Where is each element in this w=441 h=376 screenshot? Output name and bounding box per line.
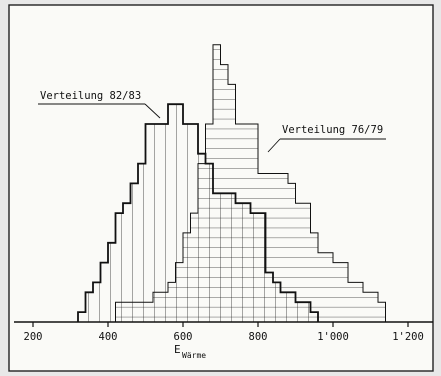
bar-82-83-420 — [115, 213, 123, 322]
series-82-83-bars — [78, 104, 318, 322]
bar-82-83-820 — [265, 272, 273, 322]
bar-76-79-920 — [303, 203, 311, 322]
bar-82-83-600 — [183, 124, 191, 322]
bar-76-79-940 — [310, 232, 318, 322]
bar-82-83-480 — [138, 163, 146, 322]
bar-82-83-320 — [78, 312, 86, 322]
x-tick-label-600: 600 — [174, 331, 193, 343]
bar-82-83-920 — [303, 302, 311, 322]
bar-82-83-860 — [280, 292, 288, 322]
bar-82-83-780 — [250, 213, 258, 322]
x-tick-label-1000: 1'000 — [317, 331, 349, 343]
x-tick-label-200: 200 — [24, 331, 43, 343]
x-tick-label-800: 800 — [249, 331, 268, 343]
bar-82-83-760 — [243, 203, 251, 322]
bar-82-83-880 — [288, 292, 296, 322]
bar-82-83-840 — [273, 282, 281, 322]
bar-82-83-640 — [198, 153, 206, 322]
bar-82-83-500 — [145, 124, 153, 322]
bar-76-79-1100 — [370, 292, 378, 322]
outline-82-83 — [77, 103, 319, 322]
bar-82-83-680 — [213, 193, 221, 322]
bar-76-79-680 — [213, 44, 221, 323]
bar-82-83-520 — [153, 124, 161, 322]
bar-76-79-880 — [288, 183, 296, 322]
bar-82-83-460 — [130, 183, 138, 322]
bar-82-83-900 — [295, 302, 303, 322]
bar-76-79-1020 — [340, 262, 348, 322]
bar-82-83-740 — [235, 203, 243, 322]
x-axis-label-sub: Wärme — [182, 351, 206, 360]
bar-76-79-980 — [325, 252, 333, 322]
bar-76-79-1040 — [348, 282, 356, 322]
bar-82-83-700 — [220, 193, 228, 322]
bar-82-83-560 — [168, 104, 176, 322]
legend-76-79: Verteilung 76/79 — [267, 124, 386, 153]
bar-76-79-860 — [280, 173, 288, 322]
legend-label-76-79: Verteilung 76/79 — [282, 124, 383, 136]
bar-82-83-620 — [190, 124, 198, 322]
bar-82-83-580 — [175, 104, 183, 322]
bar-82-83-440 — [123, 203, 131, 322]
x-tick-label-400: 400 — [99, 331, 118, 343]
bar-76-79-840 — [273, 173, 281, 322]
bar-76-79-900 — [295, 203, 303, 322]
bar-76-79-1060 — [355, 282, 363, 322]
legend-leader-76-79 — [267, 138, 281, 153]
bar-76-79-820 — [265, 173, 273, 322]
outline-76-79 — [115, 44, 386, 322]
bar-76-79-1120 — [378, 302, 386, 322]
series-outlines — [77, 44, 386, 322]
legend-82-83: Verteilung 82/83 — [38, 90, 161, 119]
bar-82-83-540 — [160, 124, 168, 322]
bar-82-83-800 — [258, 213, 266, 322]
bar-76-79-1000 — [333, 262, 341, 322]
bar-82-83-940 — [310, 312, 318, 322]
x-tick-label-1200: 1'200 — [392, 331, 424, 343]
bar-82-83-720 — [228, 193, 236, 322]
bar-82-83-660 — [205, 163, 213, 322]
bar-76-79-1080 — [363, 292, 371, 322]
bar-82-83-340 — [85, 292, 93, 322]
legend-label-82-83: Verteilung 82/83 — [40, 90, 141, 102]
legend-leader-82-83 — [144, 103, 161, 119]
x-axis-label: E — [174, 343, 181, 356]
bar-82-83-360 — [93, 282, 101, 322]
x-ticks: 200 400 600 800 1'000 1'200 — [24, 322, 424, 343]
bar-76-79-960 — [318, 252, 326, 322]
bar-82-83-380 — [100, 262, 108, 322]
bar-82-83-400 — [108, 242, 116, 322]
